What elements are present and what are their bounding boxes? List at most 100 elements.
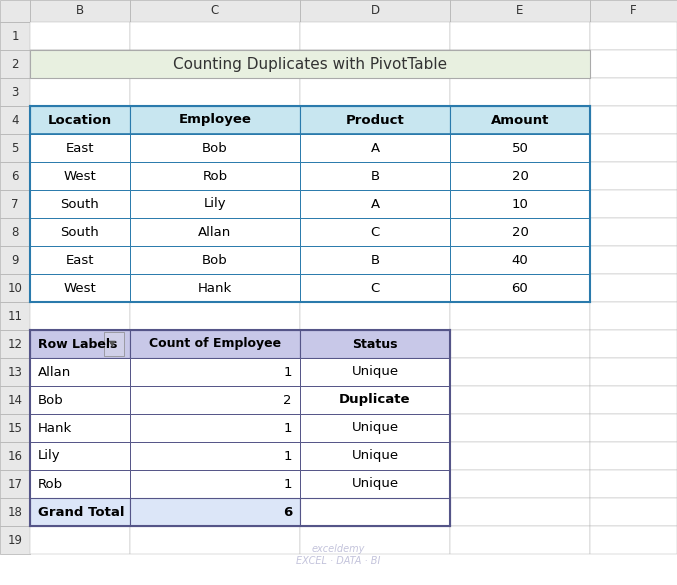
Bar	[450, 246, 590, 274]
Bar	[130, 50, 300, 78]
Bar	[590, 302, 677, 330]
Text: 6: 6	[12, 170, 19, 183]
Bar	[590, 386, 677, 414]
Bar	[130, 78, 300, 106]
Text: 15: 15	[7, 422, 22, 435]
Bar	[130, 414, 300, 442]
Text: Unique: Unique	[351, 449, 399, 463]
Text: Lily: Lily	[38, 449, 61, 463]
Bar	[130, 330, 300, 358]
Bar	[300, 358, 450, 386]
Bar	[30, 274, 130, 302]
Bar	[130, 386, 300, 414]
Bar	[0, 414, 30, 442]
Bar	[300, 470, 450, 498]
Bar	[450, 134, 590, 162]
Bar	[450, 106, 590, 134]
Text: 2: 2	[12, 57, 19, 71]
Bar	[130, 190, 300, 218]
Text: B: B	[370, 170, 380, 183]
Bar	[300, 302, 450, 330]
Text: Duplicate: Duplicate	[339, 394, 411, 407]
Bar	[0, 50, 30, 78]
Bar	[30, 162, 130, 190]
Bar	[30, 218, 130, 246]
Text: Bob: Bob	[202, 253, 228, 267]
Bar	[30, 442, 130, 470]
Bar	[30, 106, 130, 134]
Bar	[130, 442, 300, 470]
Bar	[0, 162, 30, 190]
Text: Hank: Hank	[198, 281, 232, 294]
Text: 5: 5	[12, 142, 19, 154]
Bar	[450, 274, 590, 302]
Bar	[130, 106, 300, 134]
Bar	[30, 50, 590, 78]
Bar	[590, 134, 677, 162]
Bar	[590, 526, 677, 554]
Text: 1: 1	[284, 449, 292, 463]
Text: 9: 9	[12, 253, 19, 267]
Bar	[30, 78, 130, 106]
Text: ▼: ▼	[109, 339, 115, 349]
Bar	[30, 22, 130, 50]
Text: East: East	[66, 253, 94, 267]
Bar	[450, 246, 590, 274]
Text: 50: 50	[512, 142, 529, 154]
Bar	[590, 330, 677, 358]
Text: Rob: Rob	[202, 170, 227, 183]
Text: South: South	[61, 198, 100, 211]
Bar	[450, 330, 590, 358]
Bar	[300, 218, 450, 246]
Bar	[130, 358, 300, 386]
Bar	[130, 274, 300, 302]
Text: 6: 6	[283, 505, 292, 518]
Bar	[0, 386, 30, 414]
Bar	[590, 218, 677, 246]
Text: 2: 2	[284, 394, 292, 407]
Text: 60: 60	[512, 281, 528, 294]
Bar	[30, 358, 130, 386]
Bar	[450, 358, 590, 386]
Bar	[300, 498, 450, 526]
Bar	[30, 414, 130, 442]
Text: 1: 1	[284, 366, 292, 378]
Bar	[590, 470, 677, 498]
Bar	[130, 218, 300, 246]
Bar	[300, 218, 450, 246]
Text: Unique: Unique	[351, 477, 399, 490]
Bar	[590, 78, 677, 106]
Bar	[450, 162, 590, 190]
Bar	[300, 246, 450, 274]
Bar	[450, 386, 590, 414]
Text: Unique: Unique	[351, 366, 399, 378]
Bar	[300, 274, 450, 302]
Bar	[450, 0, 590, 22]
Text: D: D	[370, 5, 380, 18]
Bar	[300, 498, 450, 526]
Bar	[300, 330, 450, 358]
Bar	[300, 442, 450, 470]
Text: A: A	[370, 198, 380, 211]
Bar	[590, 274, 677, 302]
Text: B: B	[370, 253, 380, 267]
Text: 10: 10	[512, 198, 529, 211]
Text: Bob: Bob	[202, 142, 228, 154]
Bar	[30, 0, 130, 22]
Bar	[130, 386, 300, 414]
Bar	[130, 246, 300, 274]
Bar	[130, 274, 300, 302]
Text: 8: 8	[12, 225, 19, 239]
Text: 1: 1	[284, 422, 292, 435]
Text: 17: 17	[7, 477, 22, 490]
Bar	[300, 414, 450, 442]
Text: 20: 20	[512, 170, 529, 183]
Text: Row Labels: Row Labels	[38, 338, 117, 350]
Text: 1: 1	[284, 477, 292, 490]
Text: exceldemy
EXCEL · DATA · BI: exceldemy EXCEL · DATA · BI	[297, 544, 380, 566]
Text: Product: Product	[346, 113, 404, 126]
Bar	[130, 246, 300, 274]
Bar	[300, 0, 450, 22]
Bar	[300, 246, 450, 274]
Bar	[130, 162, 300, 190]
